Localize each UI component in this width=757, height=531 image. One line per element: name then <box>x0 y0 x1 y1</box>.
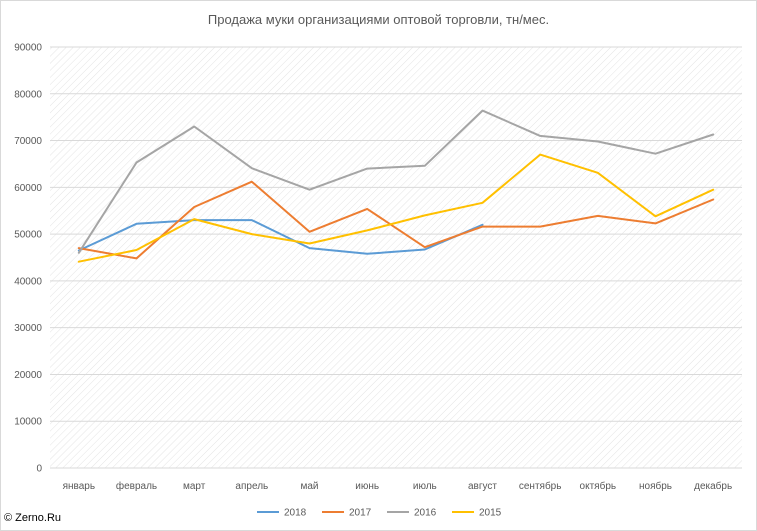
y-tick-label: 20000 <box>14 370 42 381</box>
x-tick-label: июль <box>413 481 437 492</box>
x-tick-label: ноябрь <box>639 480 672 492</box>
x-tick-label: январь <box>63 481 95 492</box>
x-tick-label: декабрь <box>694 480 732 492</box>
y-tick-label: 50000 <box>14 230 42 241</box>
x-tick-label: сентябрь <box>519 480 562 492</box>
legend-item-2016: 2016 <box>387 508 437 519</box>
y-tick-label: 60000 <box>14 183 42 194</box>
y-tick-label: 0 <box>36 464 42 475</box>
legend-item-2018: 2018 <box>257 508 307 519</box>
x-tick-label: март <box>183 481 206 492</box>
x-tick-label: февраль <box>116 480 157 492</box>
series-line-2016 <box>77 109 715 254</box>
series-line-2015 <box>77 153 715 263</box>
legend-label: 2018 <box>284 508 307 519</box>
y-tick-label: 40000 <box>14 276 42 287</box>
x-tick-label: октябрь <box>580 480 617 492</box>
y-tick-label: 70000 <box>14 136 42 147</box>
watermark: © Zerno.Ru <box>4 512 62 524</box>
legend-item-2015: 2015 <box>452 508 502 519</box>
y-tick-label: 10000 <box>14 417 42 428</box>
y-tick-label: 80000 <box>14 89 42 100</box>
legend-label: 2015 <box>479 508 502 519</box>
y-tick-label: 90000 <box>14 43 42 54</box>
chart-title: Продажа муки организациями оптовой торго… <box>207 12 550 27</box>
y-tick-label: 30000 <box>14 323 42 334</box>
plot-area <box>50 47 742 468</box>
legend-label: 2017 <box>349 508 372 519</box>
x-tick-label: май <box>300 481 318 492</box>
series-line-2017 <box>77 180 715 260</box>
x-tick-label: август <box>468 481 497 492</box>
y-axis-ticks: 0 10000 20000 30000 40000 50000 60000 70000 8000… <box>14 43 42 475</box>
series-line-2018 <box>77 219 484 255</box>
x-tick-label: апрель <box>235 481 268 492</box>
series-lines <box>77 109 715 263</box>
legend-item-2017: 2017 <box>322 508 372 519</box>
x-tick-label: июнь <box>355 481 379 492</box>
legend: 2018 2017 2016 2015 <box>257 508 502 519</box>
x-axis-ticks: январь февраль март апрель май июнь июль август… <box>63 480 733 492</box>
legend-label: 2016 <box>414 508 437 519</box>
